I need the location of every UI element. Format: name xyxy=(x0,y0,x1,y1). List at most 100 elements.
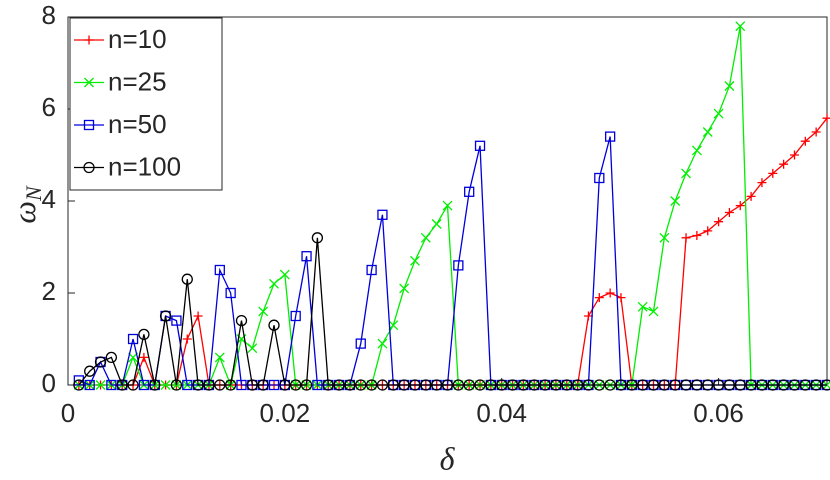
marker xyxy=(821,379,830,391)
marker xyxy=(777,379,790,391)
marker xyxy=(409,379,421,391)
marker xyxy=(160,380,171,390)
marker xyxy=(822,113,830,123)
marker xyxy=(659,232,670,243)
marker xyxy=(800,136,810,146)
marker xyxy=(116,379,128,391)
marker xyxy=(539,379,551,391)
marker xyxy=(105,351,118,364)
x-tick-label: 0.06 xyxy=(693,398,744,428)
marker xyxy=(746,191,756,201)
marker xyxy=(127,333,139,345)
marker xyxy=(214,264,225,276)
y-tick-label: 8 xyxy=(42,0,56,30)
x-tick-label: 0.04 xyxy=(476,398,527,428)
marker xyxy=(94,356,107,368)
marker xyxy=(139,352,149,362)
marker xyxy=(181,273,193,285)
marker xyxy=(138,379,150,391)
marker xyxy=(138,328,150,341)
marker xyxy=(170,379,183,391)
marker xyxy=(410,255,420,266)
marker xyxy=(149,379,161,391)
marker xyxy=(692,231,702,240)
marker xyxy=(810,379,822,391)
marker xyxy=(182,334,192,344)
marker xyxy=(420,232,431,243)
marker xyxy=(724,208,734,217)
marker xyxy=(311,232,324,244)
marker xyxy=(322,379,334,391)
marker xyxy=(192,379,204,391)
marker xyxy=(637,379,649,391)
marker xyxy=(669,379,681,391)
marker xyxy=(714,217,724,227)
marker xyxy=(399,283,410,294)
marker xyxy=(95,380,106,390)
marker xyxy=(648,306,659,317)
marker xyxy=(767,379,779,391)
marker xyxy=(593,379,605,391)
marker xyxy=(703,226,713,236)
marker xyxy=(768,168,778,178)
marker xyxy=(84,365,96,377)
marker xyxy=(734,379,746,391)
marker xyxy=(757,178,767,188)
marker xyxy=(691,379,703,391)
marker xyxy=(799,379,811,391)
marker xyxy=(756,379,768,391)
marker xyxy=(442,200,453,211)
marker xyxy=(658,379,671,391)
marker xyxy=(647,379,660,391)
marker xyxy=(159,310,172,322)
marker xyxy=(84,77,94,88)
marker xyxy=(171,315,182,326)
marker xyxy=(702,379,714,391)
marker xyxy=(604,131,616,142)
marker xyxy=(377,209,388,220)
marker xyxy=(290,310,301,322)
marker xyxy=(73,379,85,391)
marker xyxy=(355,338,366,349)
marker xyxy=(279,269,290,280)
marker xyxy=(377,338,388,349)
marker xyxy=(464,186,475,197)
legend-label: n=10 xyxy=(108,24,167,54)
marker xyxy=(247,343,258,354)
marker xyxy=(224,379,237,391)
marker xyxy=(453,260,464,271)
marker xyxy=(724,81,735,91)
marker xyxy=(506,379,519,391)
legend: n=10 n=25 n=50 n=100 xyxy=(69,17,223,191)
marker xyxy=(258,306,269,317)
x-axis-label: δ xyxy=(440,440,456,476)
legend-label: n=50 xyxy=(108,109,167,139)
y-tick-label: 4 xyxy=(42,184,56,214)
x-tick-label: 0 xyxy=(61,398,75,428)
marker xyxy=(376,379,389,391)
series xyxy=(73,232,830,391)
marker xyxy=(550,379,562,391)
marker xyxy=(420,379,432,391)
marker xyxy=(279,379,291,391)
marker xyxy=(214,352,225,363)
y-axis-label: ωN xyxy=(6,185,46,224)
legend-label: n=25 xyxy=(108,66,167,96)
marker xyxy=(517,379,530,391)
marker xyxy=(301,251,312,262)
marker xyxy=(713,108,724,119)
marker xyxy=(702,127,713,137)
legend-label: n=100 xyxy=(108,151,181,181)
marker xyxy=(594,172,605,184)
marker xyxy=(779,159,789,169)
marker xyxy=(106,379,117,391)
marker xyxy=(485,379,497,391)
marker xyxy=(236,379,247,391)
marker xyxy=(225,287,236,299)
y-tick-label: 2 xyxy=(42,276,56,306)
marker xyxy=(496,379,508,391)
marker xyxy=(561,379,573,391)
marker xyxy=(582,379,595,391)
marker xyxy=(214,379,226,391)
